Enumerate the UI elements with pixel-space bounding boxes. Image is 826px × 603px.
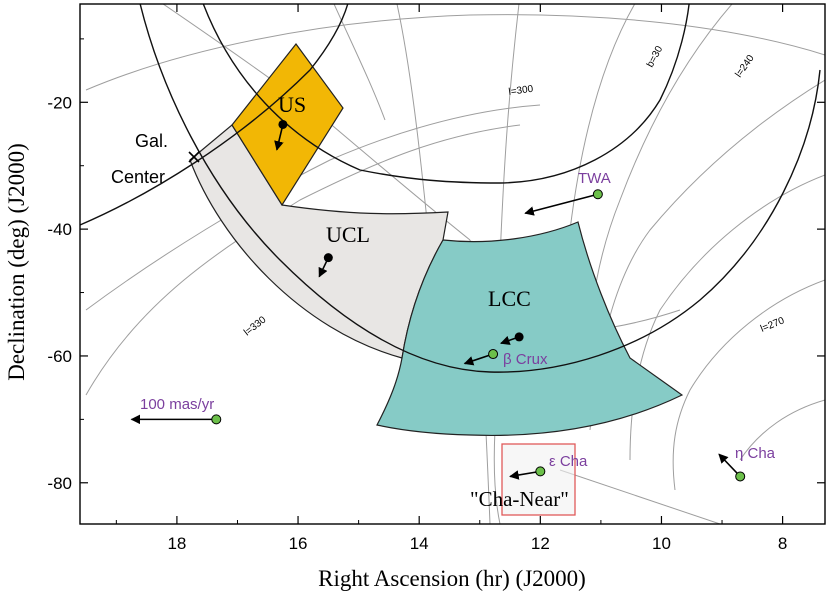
galactic-grid-line [559, 469, 721, 524]
gridline-label: l=300 [508, 84, 534, 98]
galactic-grid-line [333, 4, 386, 121]
x-tick-label: 10 [652, 534, 671, 553]
star-label-scale: 100 mas/yr [140, 396, 214, 413]
star-motion-vector [463, 353, 494, 366]
star-label-eta-cha: η Cha [735, 445, 776, 462]
star-point [211, 414, 222, 425]
data-points [211, 119, 746, 482]
x-tick-label: 8 [778, 534, 787, 553]
plot-frame [79, 3, 826, 525]
x-tick-label: 18 [167, 534, 186, 553]
x-tick-label: 16 [289, 534, 308, 553]
star-point [735, 471, 746, 482]
region-center-lcc [514, 332, 524, 342]
latitude-line [80, 4, 349, 226]
star-motion-vector [509, 470, 541, 480]
cha-near-label: "Cha-Near" [470, 487, 569, 511]
galactic-grid-line [569, 4, 636, 231]
galactic-center-marker [188, 151, 200, 163]
x-tick-label: 14 [410, 534, 429, 553]
galactic-grid-line [672, 279, 825, 491]
star-point [592, 189, 603, 200]
region-center-us [278, 119, 288, 129]
star-motion-vector [718, 453, 741, 477]
region-center-ucl [323, 253, 333, 263]
proper-motion-vectors [130, 124, 741, 480]
region-label-us: US [278, 92, 306, 117]
region-label-ucl: UCL [326, 222, 370, 247]
y-tick-label: -40 [47, 220, 72, 239]
star-label-twa: TWA [578, 170, 611, 187]
galactic-center-label-line2: Center [111, 167, 165, 187]
x-tick-label: 12 [531, 534, 550, 553]
star-point [535, 466, 546, 477]
galactic-grid-line [85, 124, 521, 396]
y-tick-label: -80 [47, 474, 72, 493]
star-label-epsilon-cha: ε Cha [549, 453, 588, 470]
star-label-beta-crux: β Crux [503, 351, 548, 368]
region-label-lcc: LCC [488, 286, 531, 311]
latitude-line [139, 4, 821, 373]
latitude-line [202, 4, 690, 184]
star-point [488, 349, 499, 360]
y-tick-label: -60 [47, 347, 72, 366]
galactic-grid-line [739, 399, 825, 461]
galactic-center-label-line1: Gal. [135, 131, 168, 151]
y-axis-label: Declination (deg) (J2000) [4, 143, 29, 381]
star-motion-vector [524, 193, 599, 216]
galactic-grid-line [85, 14, 825, 91]
region-lcc [376, 221, 684, 436]
galactic-grid-line [396, 4, 431, 251]
y-tick-label: -20 [47, 93, 72, 112]
x-axis-label: Right Ascension (hr) (J2000) [318, 566, 586, 591]
y-axis: -20 -40 -60 -80 [47, 38, 825, 493]
galactic-grid-line [85, 104, 541, 311]
galactic-latitude-lines [80, 4, 821, 373]
x-axis: 18 16 14 12 10 8 [115, 4, 787, 553]
